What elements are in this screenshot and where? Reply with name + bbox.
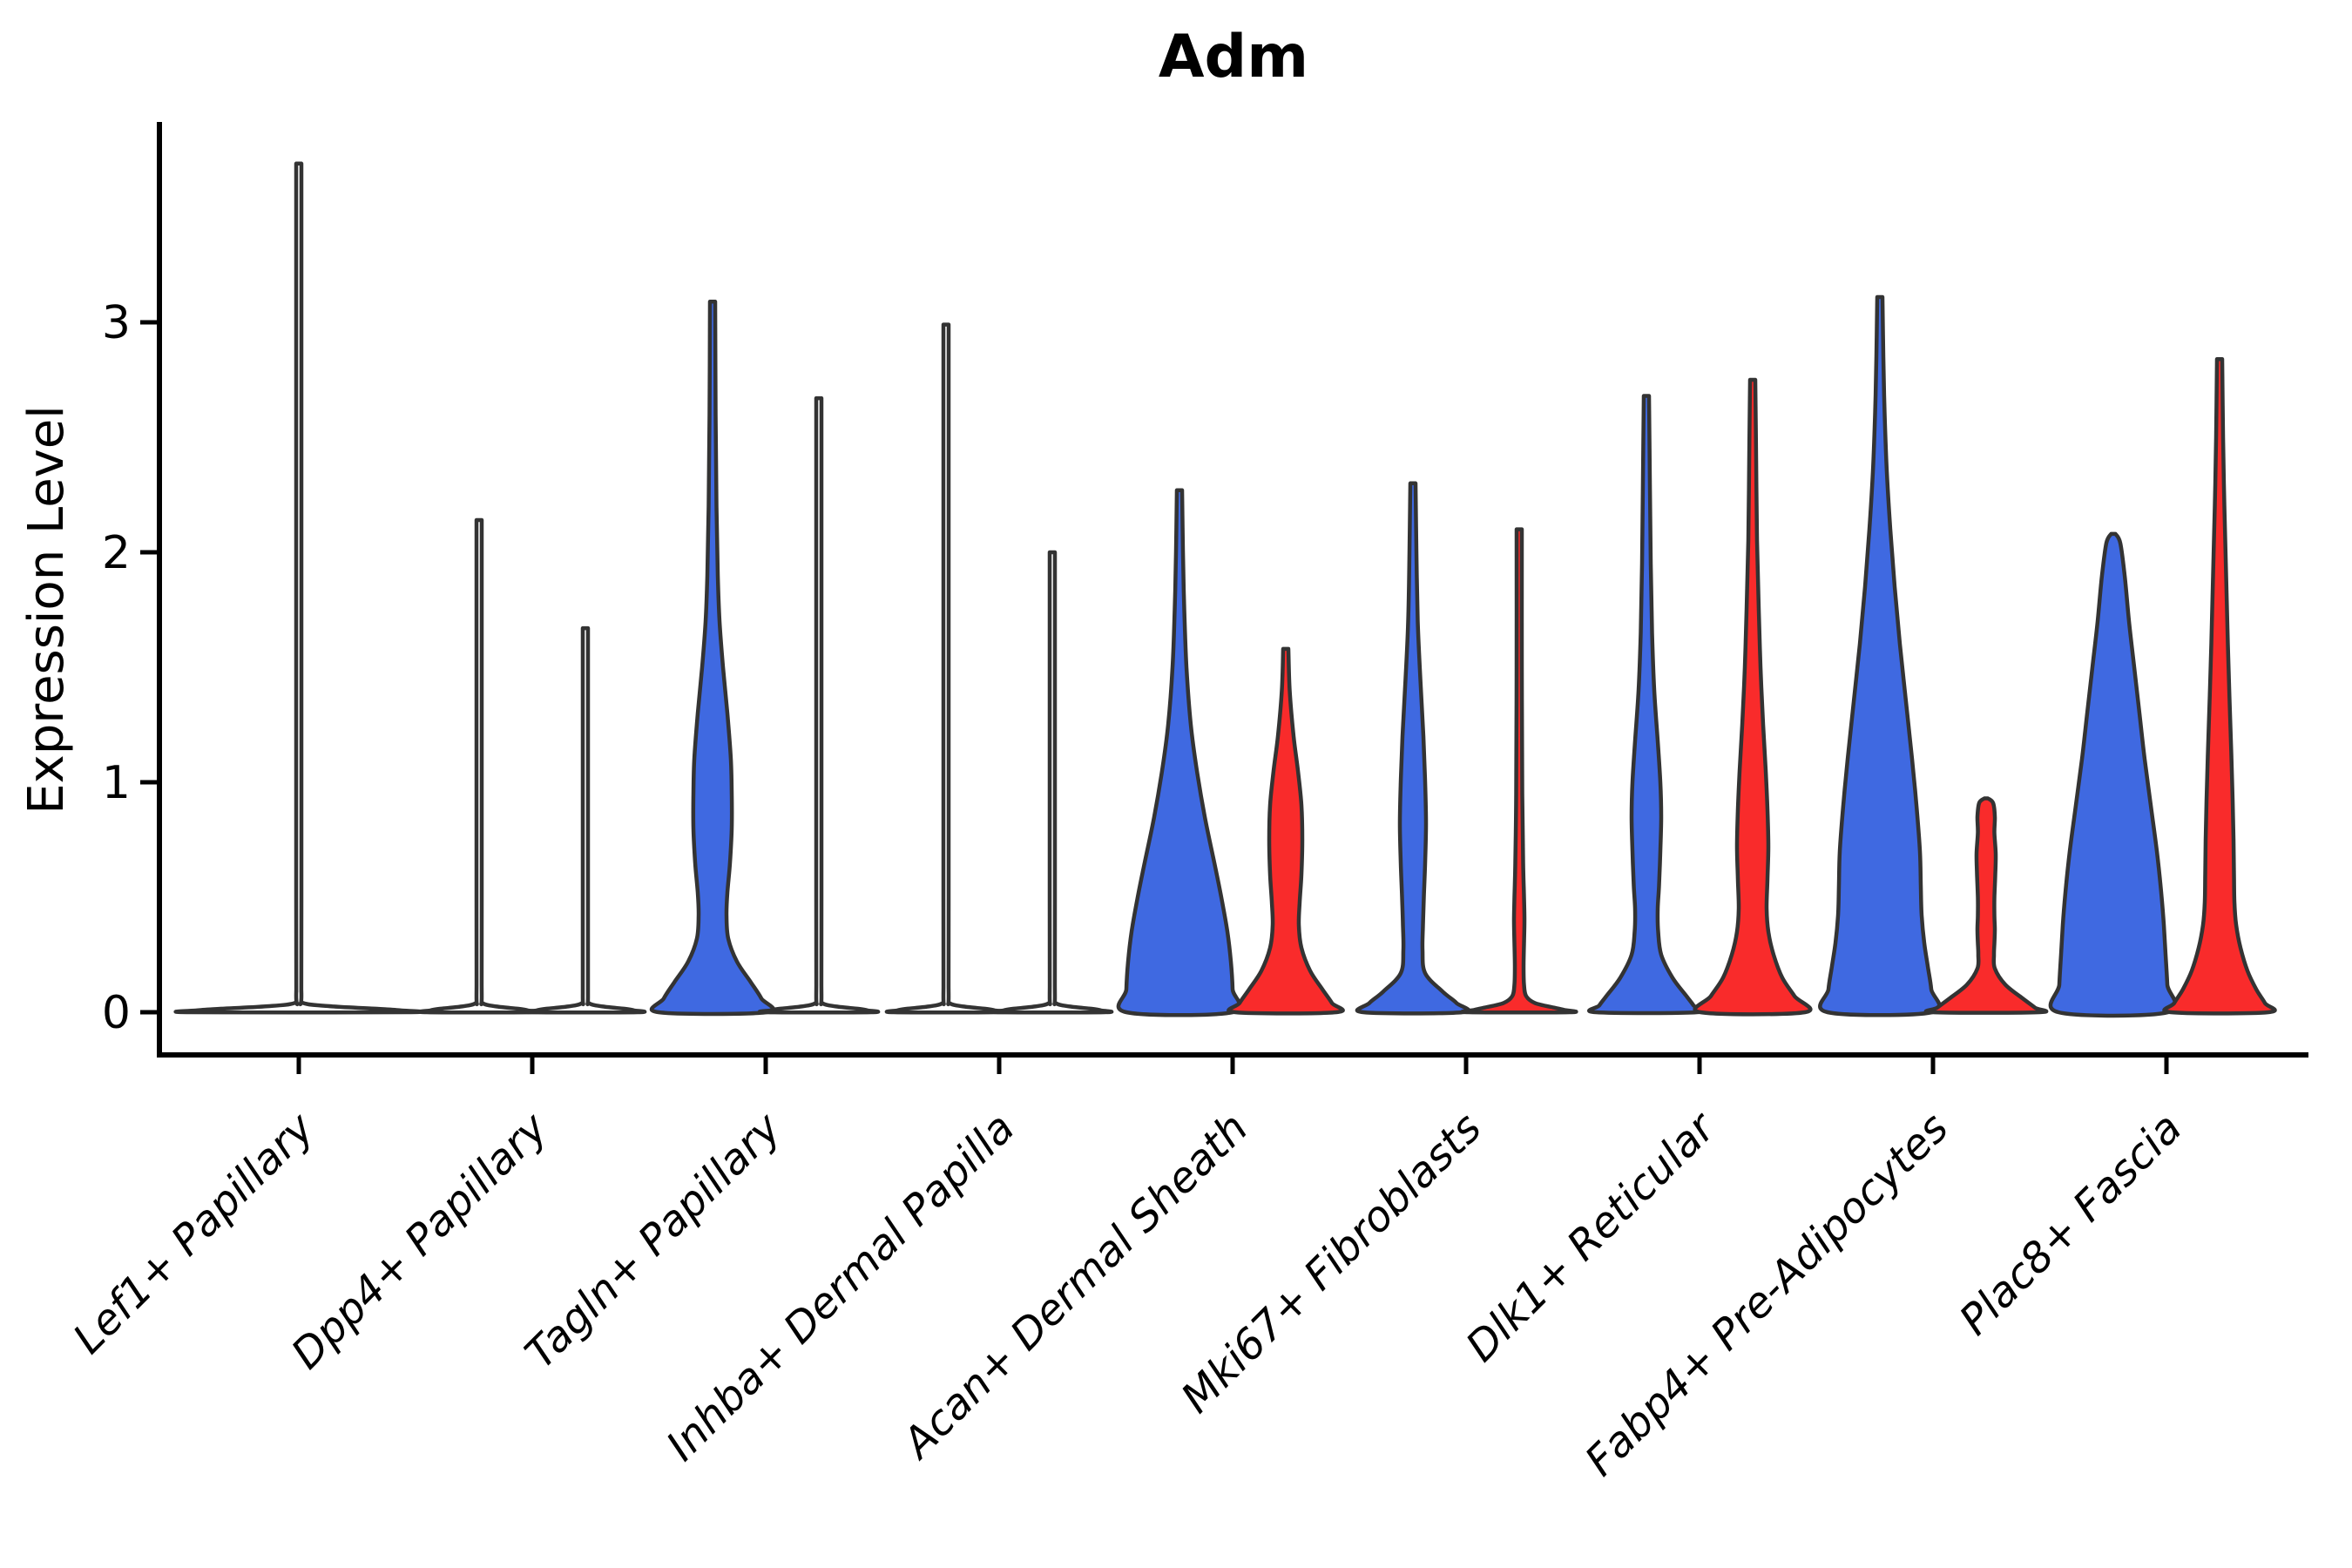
violin-plac8-fascia-blue [2048, 531, 2179, 1018]
violin-mki67-fibroblasts-blue [1355, 481, 1471, 1016]
y-axis-label: Expression Level [18, 405, 75, 814]
violin-dpp4-papillary-blue [417, 517, 541, 1015]
y-tick-label-0: 0 [102, 987, 131, 1039]
x-tick-label-dlk1-reticular: Dlk1+ Reticular [1456, 1102, 1727, 1372]
x-tick-label-plac8-fascia: Plac8+ Fascia [1950, 1104, 2192, 1345]
chart-title: Adm [1159, 23, 1308, 91]
violins-layer [173, 161, 2277, 1018]
violin-tagln-papillary-blue [649, 299, 776, 1017]
x-tick-label-dpp4-papillary: Dpp4+ Papillary [282, 1103, 558, 1378]
violin-mki67-fibroblasts-red [1460, 527, 1578, 1015]
y-tick-label-3: 3 [102, 297, 131, 349]
violin-acan-dermal-sheath-blue [1116, 488, 1243, 1017]
x-tick-label-tagln-papillary: Tagln+ Papillary [516, 1103, 791, 1378]
violin-inhba-dermal-papilla-blue [884, 322, 1008, 1015]
violin-inhba-dermal-papilla-red [990, 550, 1114, 1015]
x-tick-label-lef1-papillary: Lef1+ Papillary [64, 1103, 324, 1363]
axes-layer [140, 122, 2308, 1074]
violin-dlk1-reticular-blue [1587, 394, 1706, 1016]
violin-plac8-fascia-red [2162, 356, 2277, 1016]
violin-acan-dermal-sheath-red [1227, 646, 1345, 1016]
violin-fabp4-pre-adipocytes-blue [1818, 294, 1942, 1017]
y-tick-label-2: 2 [102, 527, 131, 579]
violin-lef1-papillary-single [173, 161, 424, 1015]
violin-tagln-papillary-red [757, 395, 881, 1015]
violin-fabp4-pre-adipocytes-red [1923, 796, 2049, 1015]
y-tick-label-1: 1 [102, 757, 131, 809]
violin-dpp4-papillary-red [524, 625, 647, 1015]
violin-dlk1-reticular-red [1693, 377, 1813, 1017]
